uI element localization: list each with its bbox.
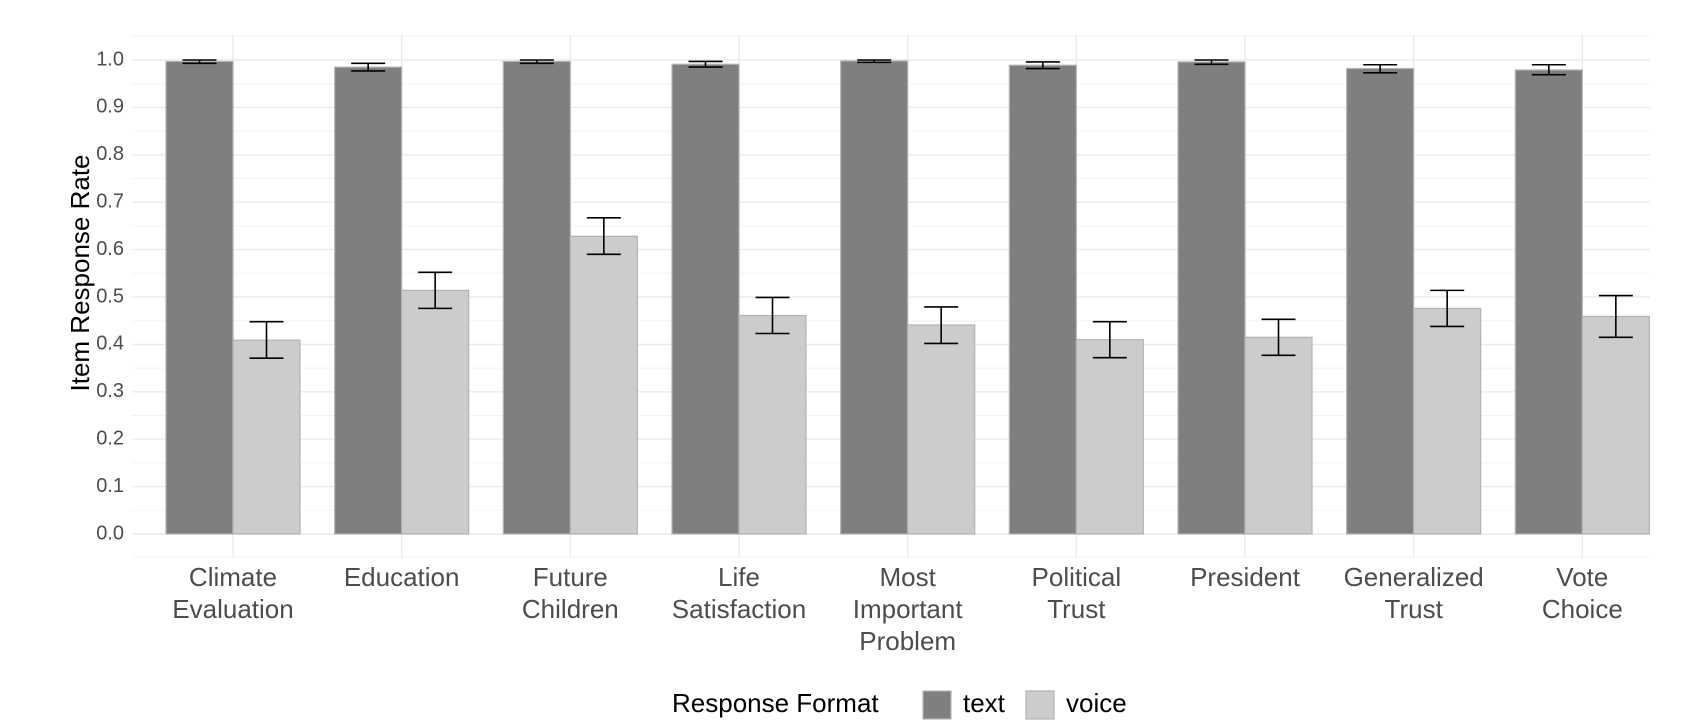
legend-key-voice (1025, 690, 1055, 720)
y-tick-label: 0.6 (96, 238, 124, 260)
x-category-label: Political (1032, 562, 1122, 592)
bar-text (165, 60, 234, 535)
bar-text (671, 63, 740, 535)
bar-text (1346, 67, 1415, 535)
x-category-label: Generalized (1344, 562, 1484, 592)
x-category-label: Important (853, 594, 964, 624)
bar-text (1514, 69, 1583, 535)
y-tick-label: 0.3 (96, 380, 124, 402)
error-bars (182, 59, 1633, 359)
y-tick-label: 0.4 (96, 333, 124, 355)
y-axis-ticks: 0.0 0.1 0.2 0.3 0.4 0.5 0.6 0.7 0.8 0.9 1.0 (96, 48, 124, 544)
bar-voice (738, 314, 807, 535)
x-category-label: Evaluation (172, 594, 293, 624)
y-tick-label: 0.1 (96, 475, 124, 497)
bar-voice (1244, 336, 1313, 535)
bar-text (334, 66, 403, 535)
x-category-label: Life (718, 562, 760, 592)
x-category-label: Problem (859, 626, 956, 656)
x-category-label: Most (879, 562, 936, 592)
y-tick-label: 0.9 (96, 96, 124, 118)
y-tick-label: 0.2 (96, 427, 124, 449)
bar-text (502, 60, 571, 535)
x-category-label: Future (533, 562, 608, 592)
bar-text (1177, 61, 1246, 535)
x-category-label: Children (522, 594, 619, 624)
x-category-label: Vote (1556, 562, 1608, 592)
bar-text (1008, 64, 1077, 535)
legend-label-text: text (963, 688, 1006, 718)
x-category-label: Trust (1385, 594, 1444, 624)
y-tick-label: 0.7 (96, 190, 124, 212)
legend-label-voice: voice (1066, 688, 1127, 718)
y-tick-label: 0.8 (96, 143, 124, 165)
x-category-label: Climate (189, 562, 277, 592)
x-category-label: Education (344, 562, 460, 592)
bar-text (840, 60, 909, 535)
bar-voice (907, 324, 976, 535)
bar-voice (401, 289, 470, 535)
x-category-label: Trust (1047, 594, 1106, 624)
bar-voice (232, 339, 301, 535)
bar-voice (1413, 307, 1482, 535)
x-category-label: Choice (1542, 594, 1623, 624)
bars (165, 60, 1650, 535)
bar-voice (1075, 339, 1144, 535)
bar-voice (569, 235, 638, 535)
legend-title: Response Format (672, 688, 879, 718)
legend: Response Format text voice (672, 688, 1127, 720)
x-category-label: Satisfaction (672, 594, 806, 624)
y-tick-label: 0.0 (96, 522, 124, 544)
y-tick-label: 0.5 (96, 285, 124, 307)
y-axis-title: Item Response Rate (65, 154, 95, 391)
legend-key-text (922, 690, 952, 720)
y-tick-label: 1.0 (96, 48, 124, 70)
x-category-label: President (1190, 562, 1301, 592)
bar-voice (1581, 315, 1650, 535)
